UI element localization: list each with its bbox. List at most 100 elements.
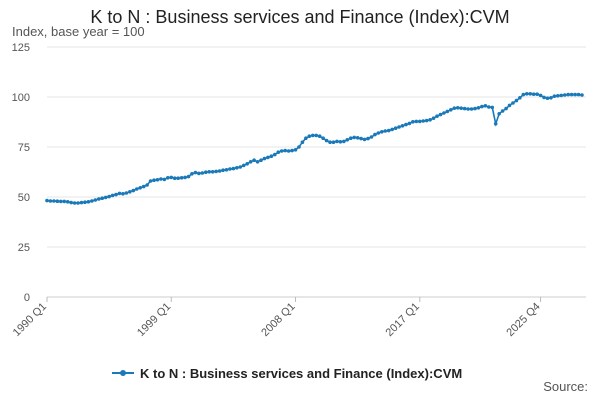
data-point [521,92,526,97]
data-point [345,138,350,142]
data-point [566,92,570,97]
data-point [376,131,381,135]
data-point [221,168,225,172]
data-point [576,92,581,97]
data-point [241,163,246,168]
data-point [148,179,153,183]
data-point [259,158,263,162]
data-point [307,134,312,138]
data-point [331,140,336,144]
data-point [562,93,567,97]
data-point [528,92,533,96]
data-point [480,104,484,109]
data-point [518,96,522,100]
data-point [217,169,222,173]
data-point [335,139,339,144]
data-point [380,130,384,134]
data-point [93,198,98,202]
data-point [90,199,94,203]
data-point [310,133,315,138]
data-point [328,140,332,144]
data-point [86,200,91,204]
data-point [128,190,132,194]
data-point [76,201,80,205]
data-point [455,106,460,110]
data-point [362,137,367,142]
data-point [569,92,574,97]
data-point [79,200,84,205]
data-point [252,158,256,162]
data-point [48,199,53,203]
data-point [273,152,277,157]
data-point [435,114,439,118]
y-tick-label: 100 [12,92,30,104]
data-point [500,109,505,113]
data-point [245,162,249,166]
data-point [386,128,391,133]
data-point [103,195,108,200]
data-point [369,135,374,139]
data-point [286,149,291,153]
data-point [276,150,281,154]
data-point [193,170,198,175]
data-point [176,176,180,180]
data-point [65,200,70,204]
data-point [552,94,557,98]
data-point [514,98,519,103]
data-point [490,105,495,110]
data-point [428,118,432,122]
x-axis: 1990 Q1 1999 Q1 2008 Q1 2017 Q1 2025 Q4 [11,297,543,339]
data-point [400,124,405,128]
legend-label: K to N : Business services and Finance (… [140,366,462,381]
data-point [545,96,550,100]
data-point [407,121,412,126]
data-point [203,170,208,174]
data-point [255,160,260,164]
data-point [152,178,156,182]
data-point [459,106,463,110]
data-point [559,93,564,98]
legend: K to N : Business services and Finance (… [112,366,462,381]
data-point [162,177,167,182]
data-point [393,126,398,130]
data-point [210,170,215,174]
data-point [304,136,308,140]
data-point [366,136,370,141]
data-point [138,186,142,190]
data-point [497,112,501,116]
data-point [359,136,363,141]
x-tick-label: 1990 Q1 [11,301,49,339]
data-point [473,106,477,111]
data-point [121,192,125,196]
data-point [483,104,488,108]
data-point [314,133,319,138]
legend-swatch-marker [120,370,126,376]
y-tick-label: 50 [18,192,30,204]
data-point [83,200,87,204]
data-point [231,166,236,171]
data-point [186,174,191,179]
data-point [238,165,243,169]
data-point [476,106,481,110]
data-point [580,93,584,97]
data-point [200,171,205,175]
data-point [411,120,415,124]
data-point [224,168,229,172]
data-point [55,199,60,203]
data-point [317,134,322,138]
data-point [511,101,515,105]
data-point [487,105,491,109]
data-point [62,199,67,204]
data-point [348,136,353,140]
y-axis-label: Index, base year = 100 [12,24,145,39]
data-point [183,175,187,180]
data-point [297,145,301,149]
x-tick-label: 2025 Q4 [504,301,542,339]
data-point [107,194,111,199]
gridlines [47,46,586,298]
data-point [293,148,298,152]
y-axis-ticks: 0 25 50 75 100 125 [12,42,30,304]
data-point [442,111,446,115]
data-point [342,139,346,144]
